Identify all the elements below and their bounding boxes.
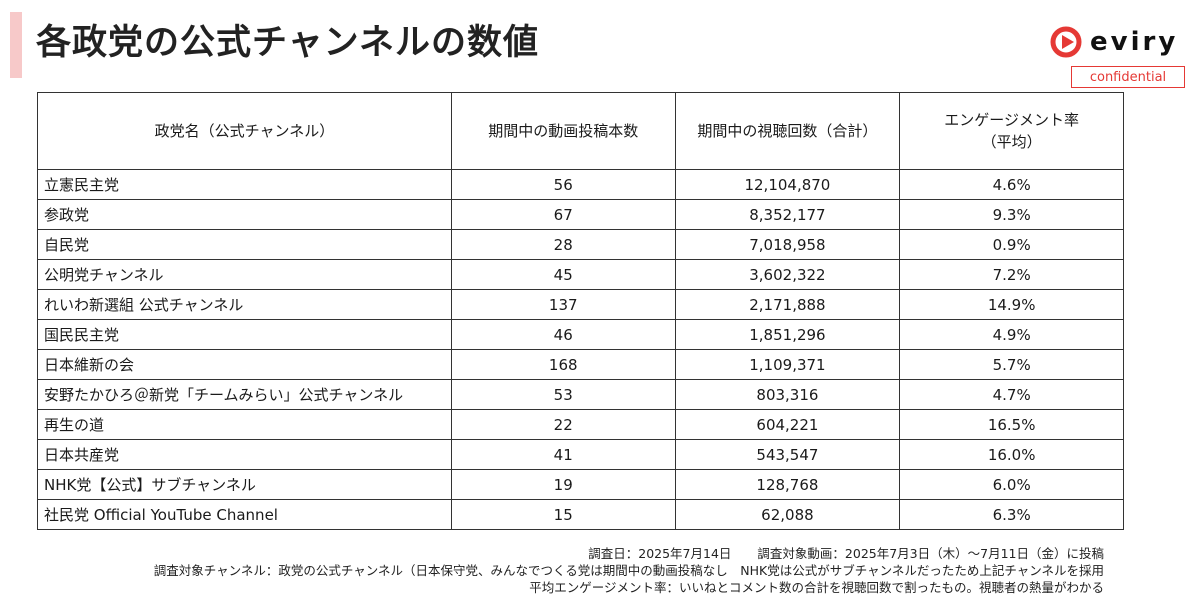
party-name-cell: 公明党チャンネル — [37, 259, 452, 290]
party-name-cell: 日本共産党 — [37, 439, 452, 470]
view-count-cell: 128,768 — [674, 469, 901, 500]
table-row: 国民民主党 46 1,851,296 4.9% — [37, 319, 1124, 350]
table-row: 再生の道 22 604,221 16.5% — [37, 409, 1124, 440]
post-count-cell: 22 — [450, 409, 676, 440]
party-name-cell: 国民民主党 — [37, 319, 452, 350]
post-count-cell: 46 — [450, 319, 676, 350]
confidential-badge: confidential — [1071, 66, 1185, 88]
title-accent-bar — [10, 12, 22, 78]
view-count-cell: 1,851,296 — [674, 319, 901, 350]
post-count-cell: 53 — [450, 379, 676, 410]
view-count-cell: 543,547 — [674, 439, 901, 470]
engagement-rate-cell: 5.7% — [899, 349, 1124, 380]
table-row: NHK党【公式】サブチャンネル 19 128,768 6.0% — [37, 469, 1124, 500]
engagement-rate-cell: 16.5% — [899, 409, 1124, 440]
play-icon — [1050, 26, 1082, 58]
view-count-cell: 803,316 — [674, 379, 901, 410]
party-name-cell: 社民党 Official YouTube Channel — [37, 499, 452, 530]
post-count-cell: 67 — [450, 199, 676, 230]
engagement-rate-cell: 0.9% — [899, 229, 1124, 260]
post-count-cell: 28 — [450, 229, 676, 260]
view-count-cell: 3,602,322 — [674, 259, 901, 290]
engagement-rate-cell: 16.0% — [899, 439, 1124, 470]
table-row: 社民党 Official YouTube Channel 15 62,088 6.3% — [37, 499, 1124, 530]
post-count-cell: 41 — [450, 439, 676, 470]
table-row: 安野たかひろ＠新党「チームみらい」公式チャンネル 53 803,316 4.7% — [37, 379, 1124, 410]
survey-date-note: 調査日：2025年7月14日 — [588, 546, 732, 561]
header-party-name: 政党名（公式チャンネル） — [37, 92, 452, 170]
channel-stats-table: 政党名（公式チャンネル） 期間中の動画投稿本数 期間中の視聴回数（合計） エンゲ… — [37, 92, 1124, 530]
party-name-cell: 自民党 — [37, 229, 452, 260]
table-row: 自民党 28 7,018,958 0.9% — [37, 229, 1124, 260]
table-row: 参政党 67 8,352,177 9.3% — [37, 199, 1124, 230]
table-row: れいわ新選組 公式チャンネル 137 2,171,888 14.9% — [37, 289, 1124, 320]
engagement-rate-cell: 7.2% — [899, 259, 1124, 290]
post-count-cell: 56 — [450, 169, 676, 200]
footnotes: 調査日：2025年7月14日 調査対象動画：2025年7月3日（木）～7月11日（… — [154, 545, 1104, 596]
view-count-cell: 7,018,958 — [674, 229, 901, 260]
view-count-cell: 1,109,371 — [674, 349, 901, 380]
engagement-rate-cell: 4.6% — [899, 169, 1124, 200]
engagement-rate-cell: 6.3% — [899, 499, 1124, 530]
post-count-cell: 137 — [450, 289, 676, 320]
engagement-definition-note: 平均エンゲージメント率：いいねとコメント数の合計を視聴回数で割ったもの。視聴者の… — [529, 580, 1104, 595]
logo-text: eviry — [1090, 27, 1179, 57]
target-channels-note: 調査対象チャンネル：政党の公式チャンネル（日本保守党、みんなでつくる党は期間中の… — [153, 563, 1104, 578]
header-engagement-rate: エンゲージメント率 （平均） — [899, 92, 1124, 170]
table-row: 日本維新の会 168 1,109,371 5.7% — [37, 349, 1124, 380]
view-count-cell: 604,221 — [674, 409, 901, 440]
party-name-cell: 再生の道 — [37, 409, 452, 440]
engagement-rate-cell: 14.9% — [899, 289, 1124, 320]
eviry-logo: eviry — [1050, 26, 1178, 58]
party-name-cell: 立憲民主党 — [37, 169, 452, 200]
table-row: 公明党チャンネル 45 3,602,322 7.2% — [37, 259, 1124, 290]
post-count-cell: 15 — [450, 499, 676, 530]
party-name-cell: NHK党【公式】サブチャンネル — [37, 469, 452, 500]
header-view-count: 期間中の視聴回数（合計） — [674, 92, 901, 170]
engagement-rate-cell: 4.7% — [899, 379, 1124, 410]
post-count-cell: 19 — [450, 469, 676, 500]
engagement-rate-cell: 9.3% — [899, 199, 1124, 230]
table-row: 日本共産党 41 543,547 16.0% — [37, 439, 1124, 470]
header-post-count: 期間中の動画投稿本数 — [450, 92, 676, 170]
table-header-row: 政党名（公式チャンネル） 期間中の動画投稿本数 期間中の視聴回数（合計） エンゲ… — [37, 92, 1124, 170]
page-title: 各政党の公式チャンネルの数値 — [36, 23, 539, 63]
party-name-cell: れいわ新選組 公式チャンネル — [37, 289, 452, 320]
view-count-cell: 2,171,888 — [674, 289, 901, 320]
view-count-cell: 12,104,870 — [674, 169, 901, 200]
post-count-cell: 45 — [450, 259, 676, 290]
table-row: 立憲民主党 56 12,104,870 4.6% — [37, 169, 1124, 200]
engagement-rate-cell: 4.9% — [899, 319, 1124, 350]
party-name-cell: 安野たかひろ＠新党「チームみらい」公式チャンネル — [37, 379, 452, 410]
view-count-cell: 8,352,177 — [674, 199, 901, 230]
party-name-cell: 日本維新の会 — [37, 349, 452, 380]
engagement-rate-cell: 6.0% — [899, 469, 1124, 500]
party-name-cell: 参政党 — [37, 199, 452, 230]
post-count-cell: 168 — [450, 349, 676, 380]
target-videos-note: 調査対象動画：2025年7月3日（木）～7月11日（金）に投稿 — [757, 546, 1104, 561]
view-count-cell: 62,088 — [674, 499, 901, 530]
